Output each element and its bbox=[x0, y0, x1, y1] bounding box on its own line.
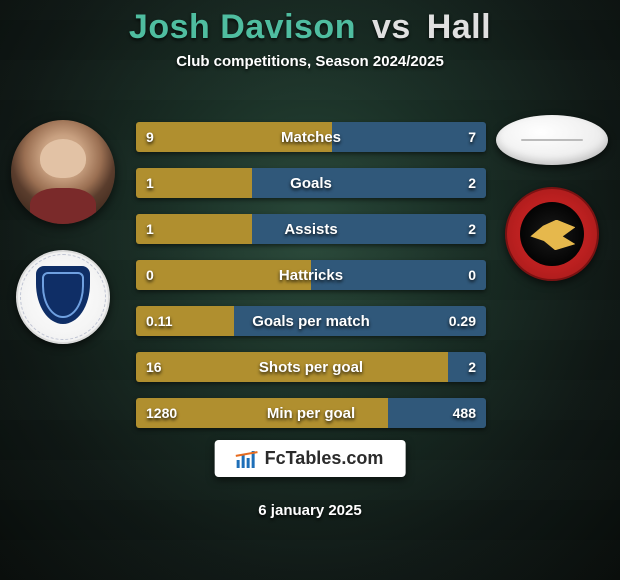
content-wrapper: Josh Davison vs Hall Club competitions, … bbox=[0, 0, 620, 580]
title-player2: Hall bbox=[427, 8, 491, 46]
stat-bar-left bbox=[136, 306, 234, 336]
stat-bar-left bbox=[136, 398, 388, 428]
player1-photo bbox=[11, 120, 115, 224]
title-player1: Josh Davison bbox=[129, 8, 356, 46]
title-row: Josh Davison vs Hall bbox=[0, 8, 620, 47]
stat-bar-left bbox=[136, 352, 448, 382]
title-vs: vs bbox=[372, 8, 411, 46]
date-line: 6 january 2025 bbox=[0, 502, 620, 519]
stat-bar-right bbox=[311, 260, 486, 290]
stat-bar-left bbox=[136, 168, 252, 198]
stat-bar-right bbox=[448, 352, 487, 382]
stat-bar-right bbox=[252, 168, 487, 198]
stat-row: Goals per match0.110.29 bbox=[136, 306, 486, 336]
player1-club-crest bbox=[16, 250, 110, 344]
stat-bar-left bbox=[136, 214, 252, 244]
stat-bar-left bbox=[136, 260, 311, 290]
right-column bbox=[492, 115, 612, 281]
source-logo-text: FcTables.com bbox=[265, 448, 384, 469]
stat-row: Assists12 bbox=[136, 214, 486, 244]
stat-bar-right bbox=[388, 398, 486, 428]
stat-row: Shots per goal162 bbox=[136, 352, 486, 382]
source-logo: FcTables.com bbox=[215, 440, 406, 477]
player2-photo-placeholder bbox=[496, 115, 608, 165]
stat-bar-right bbox=[332, 122, 486, 152]
stat-bar-right bbox=[252, 214, 487, 244]
player2-club-crest bbox=[505, 187, 599, 281]
stat-row: Hattricks00 bbox=[136, 260, 486, 290]
fctables-icon bbox=[237, 450, 257, 468]
stat-bar-left bbox=[136, 122, 332, 152]
stat-bar-right bbox=[234, 306, 486, 336]
subtitle: Club competitions, Season 2024/2025 bbox=[0, 53, 620, 70]
left-column bbox=[8, 120, 118, 344]
stat-row: Goals12 bbox=[136, 168, 486, 198]
stat-row: Min per goal1280488 bbox=[136, 398, 486, 428]
stat-row: Matches97 bbox=[136, 122, 486, 152]
stats-bar-group: Matches97 Goals12 Assists12 Hattricks00 Goal… bbox=[136, 122, 486, 444]
